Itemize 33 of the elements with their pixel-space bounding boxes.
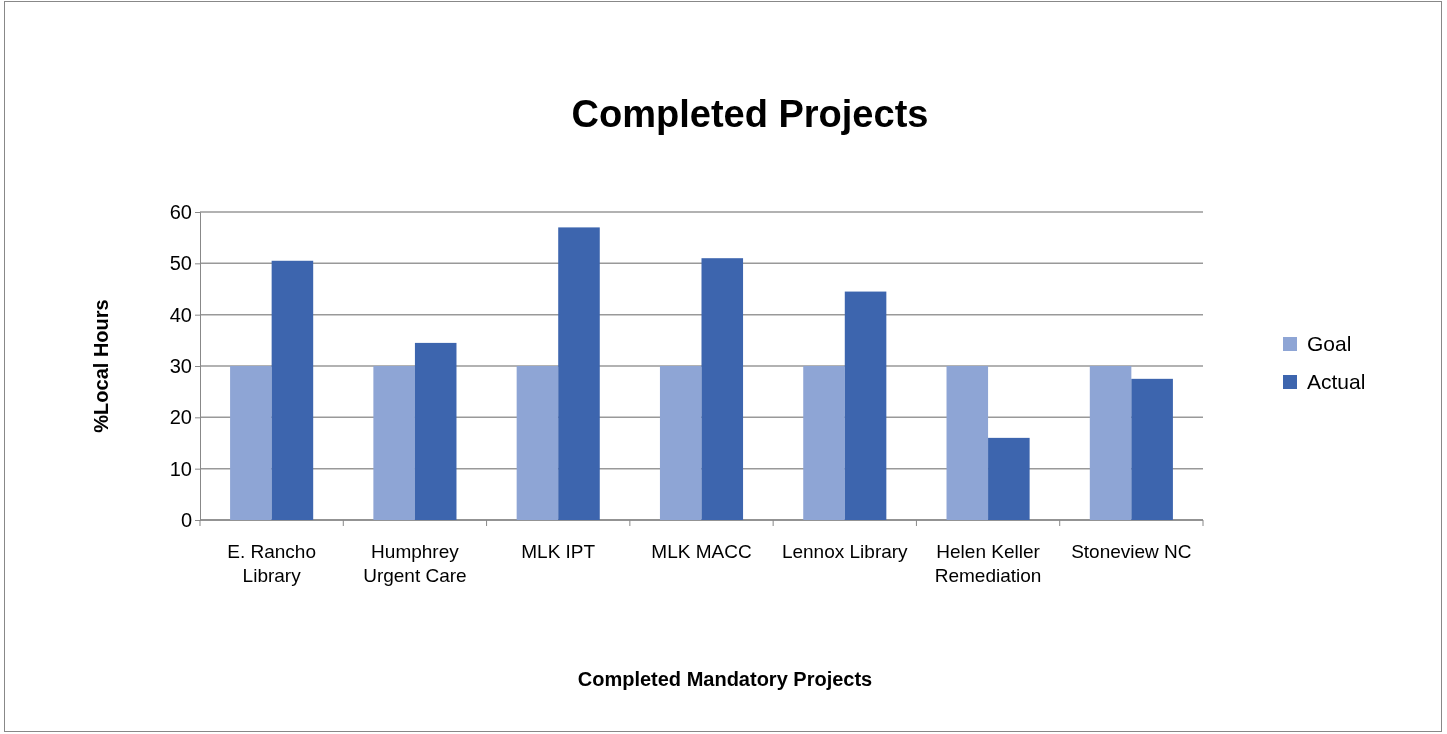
bar <box>271 260 314 520</box>
bar <box>803 366 845 520</box>
y-tick-label: 40 <box>169 303 192 326</box>
x-tick-label: E. Rancho Library <box>227 541 317 586</box>
chart-title: Completed Projects <box>571 93 929 135</box>
bar <box>1089 366 1132 520</box>
x-tick-label: Helen Keller Remediation <box>934 541 1042 586</box>
legend-label: Actual <box>1307 370 1366 393</box>
x-tick-label: Humphrey Urgent Care <box>363 541 467 586</box>
bar <box>516 366 559 520</box>
y-axis-title: %Local Hours <box>90 299 112 433</box>
y-tick-label: 50 <box>169 252 192 275</box>
bar <box>558 227 600 520</box>
x-tick-label: MLK MACC <box>651 541 752 562</box>
bar <box>230 366 272 520</box>
bar <box>1131 378 1173 520</box>
bar <box>988 437 1030 520</box>
bar <box>373 366 415 520</box>
bar <box>946 366 989 520</box>
x-axis-title: Completed Mandatory Projects <box>577 668 873 690</box>
x-tick-label: Stoneview NC <box>1071 541 1192 562</box>
y-tick-label: 0 <box>180 508 192 531</box>
bar <box>844 291 887 520</box>
bar <box>414 342 457 520</box>
y-tick-label: 20 <box>169 406 192 429</box>
y-tick-label: 30 <box>169 354 192 377</box>
y-tick-label: 10 <box>169 457 192 480</box>
bar <box>701 258 744 520</box>
x-tick-label: Lennox Library <box>781 541 909 562</box>
x-tick-label: MLK IPT <box>521 541 596 562</box>
y-tick-label: 60 <box>169 200 192 223</box>
bar <box>659 366 702 520</box>
legend-label: Goal <box>1307 332 1352 355</box>
